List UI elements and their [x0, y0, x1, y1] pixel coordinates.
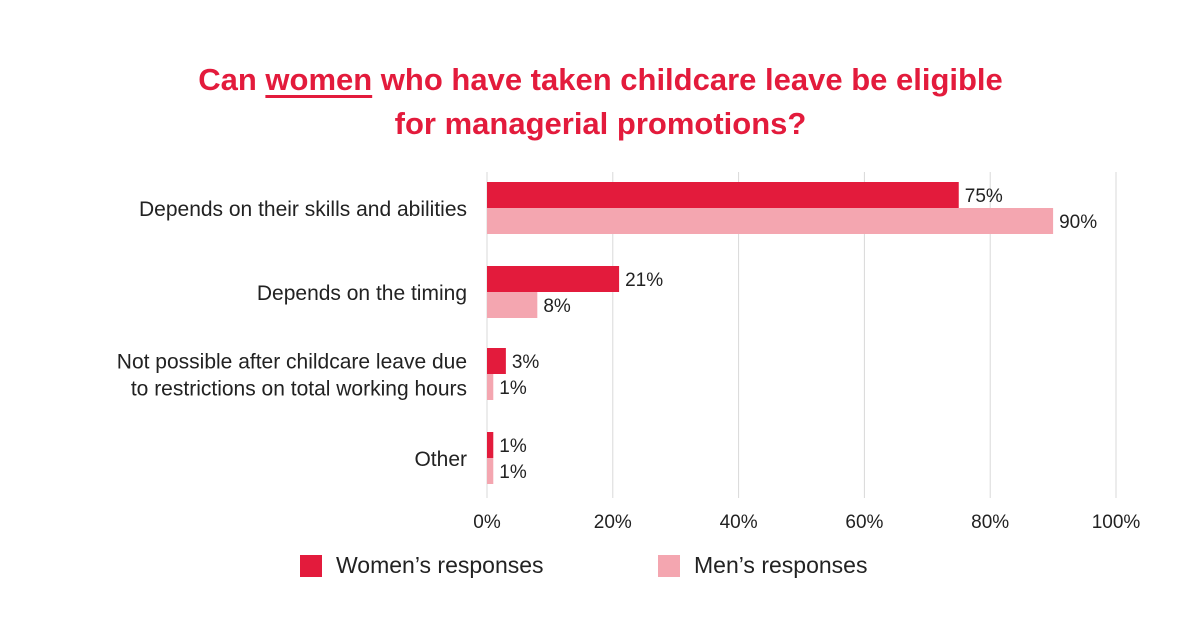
bar-women	[487, 348, 506, 374]
data-label: 8%	[543, 296, 571, 317]
category-label: to restrictions on total working hours	[131, 378, 467, 401]
category-label: Other	[414, 448, 467, 471]
bar-women	[487, 182, 959, 208]
chart-title-line-2: for managerial promotions?	[394, 106, 807, 141]
bar-women	[487, 266, 620, 292]
x-tick-label: 0%	[473, 512, 501, 533]
data-label: 1%	[499, 378, 527, 399]
title-pre: Can	[198, 62, 266, 97]
chart-title: Can women who have taken childcare leave…	[0, 58, 1201, 146]
title-post: who have taken childcare leave be eligib…	[372, 62, 1003, 97]
bar-men	[487, 208, 1054, 234]
data-label: 75%	[965, 186, 1003, 207]
legend-swatch-women	[300, 554, 322, 577]
category-label: Depends on their skills and abilities	[139, 198, 467, 221]
data-label: 1%	[499, 436, 527, 457]
data-label: 90%	[1059, 212, 1097, 233]
title-underlined-word: women	[265, 62, 373, 97]
data-label: 21%	[625, 270, 663, 291]
x-tick-label: 40%	[720, 512, 758, 533]
legend-label-women: Women’s responses	[336, 552, 544, 578]
bar-chart: 0% 20% 40% 60% 80% 100% 75% 90% Depends on their…	[117, 172, 1141, 533]
x-tick-label: 80%	[971, 512, 1009, 533]
x-tick-label: 100%	[1092, 512, 1141, 533]
data-label: 3%	[512, 352, 540, 373]
category-label: Depends on the timing	[257, 282, 467, 305]
legend-label-men: Men’s responses	[694, 552, 868, 578]
bar-men	[487, 292, 538, 318]
x-tick-label: 60%	[845, 512, 883, 533]
bar-women	[487, 432, 494, 458]
legend-swatch-men	[658, 554, 680, 577]
bar-men	[487, 374, 494, 400]
legend-item-men: Men’s responses	[658, 552, 867, 579]
category-label: Not possible after childcare leave due	[117, 351, 467, 374]
legend-item-women: Women’s responses	[300, 552, 544, 579]
data-label: 1%	[499, 462, 527, 483]
chart-title-line-1: Can women who have taken childcare leave…	[0, 58, 1201, 102]
x-tick-label: 20%	[594, 512, 632, 533]
bar-men	[487, 458, 494, 484]
legend: Women’s responses Men’s responses	[0, 552, 1201, 584]
